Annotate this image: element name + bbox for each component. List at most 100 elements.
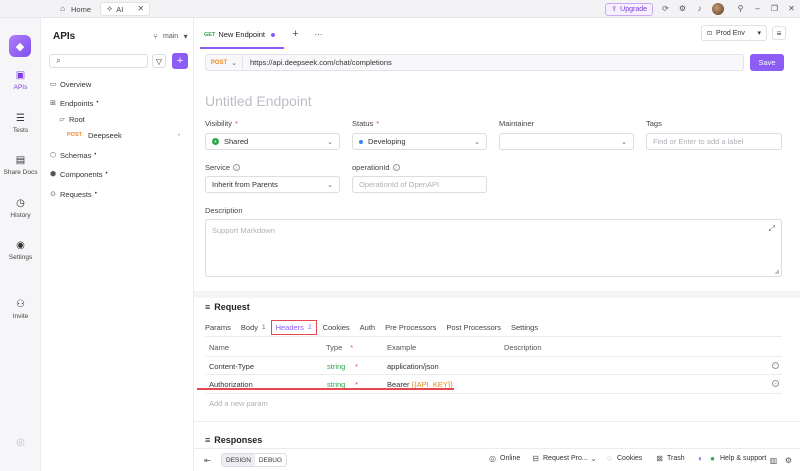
url-bar[interactable]: POST ⌄ https://api.deepseek.com/chat/com… [205, 54, 744, 71]
section-icon: ≡ [205, 435, 211, 445]
settings-cog-icon[interactable]: ⚙ [784, 455, 793, 465]
ai-icon: ⟡ [107, 4, 113, 13]
minimize-icon[interactable]: – [755, 4, 760, 13]
tags-label: Tags [646, 119, 662, 128]
visibility-select[interactable]: + Shared ⌄ [205, 133, 340, 150]
status-label: Status * [352, 119, 380, 128]
table-row[interactable]: Content-Type string * application/json – [205, 357, 782, 375]
tab-settings[interactable]: Settings [511, 323, 539, 332]
collapse-sidebar-icon[interactable]: ⇤ [204, 455, 211, 465]
close-icon[interactable]: ✕ [137, 4, 145, 13]
more-dot-icon[interactable]: • [178, 133, 181, 139]
sidebar-item-root[interactable]: ▱ Root [59, 114, 85, 124]
debug-mode-button[interactable]: DEBUG [258, 456, 283, 464]
remove-row-icon[interactable]: – [772, 361, 779, 369]
section-divider [194, 291, 800, 298]
bell-icon[interactable]: ♪ [697, 4, 702, 13]
avatar[interactable] [712, 3, 724, 15]
environment-select[interactable]: ⊡ Prod Env ▾ [701, 25, 767, 41]
cookies-button[interactable]: ◌ Cookies [605, 454, 642, 463]
mode-toggle[interactable]: DESIGN DEBUG [221, 453, 288, 467]
sidebar-item-requests[interactable]: ⊙ Requests • [50, 189, 97, 199]
upgrade-button[interactable]: ⇪ Upgrade [605, 2, 653, 16]
resize-handle-icon[interactable]: ◢ [774, 269, 779, 275]
add-param-row[interactable]: Add a new param [209, 398, 268, 408]
sidebar-search-input[interactable]: ⌕ [49, 54, 148, 68]
help-icon: ◎ [16, 436, 25, 448]
ai-tab[interactable]: ⟡ AI ✕ [100, 2, 150, 16]
pin-icon[interactable]: ⚲ [737, 4, 744, 13]
maximize-icon[interactable]: ❐ [770, 4, 779, 13]
required-mark[interactable]: * [355, 361, 358, 371]
sidebar-item-components[interactable]: ⬢ Components • [49, 169, 108, 179]
tab-pre-processors[interactable]: Pre Processors [385, 323, 437, 332]
gear-icon[interactable]: ⚙ [678, 4, 687, 13]
description-textarea[interactable]: Support Markdown ⤢ ◢ [205, 219, 782, 277]
type-column-header: Type * [326, 343, 354, 352]
info-icon[interactable]: i [392, 164, 400, 171]
overview-icon: ▭ [49, 80, 57, 88]
plus-icon: + [176, 55, 184, 67]
maintainer-select[interactable]: ⌄ [499, 133, 634, 150]
sidebar-item-endpoints[interactable]: ⊞ Endpoints • [50, 98, 99, 108]
table-header-row: Name Type * Example Description [205, 338, 782, 357]
endpoints-icon: ⊞ [50, 99, 56, 107]
visibility-label: Visibility * [205, 119, 238, 128]
operation-id-input[interactable]: OperationId of OpenAPI [352, 176, 487, 193]
request-proxy-select[interactable]: ⊟ Request Pro... ⌄ [532, 453, 597, 463]
info-icon[interactable]: i [233, 164, 241, 171]
method-select[interactable]: POST ⌄ [206, 55, 243, 70]
rail-item-invite[interactable]: ⚇ Invite [12, 298, 29, 320]
trash-button[interactable]: ⊠ Trash [656, 453, 685, 463]
example-cell[interactable]: Bearer {{API_KEY}} [387, 380, 453, 389]
layout-icon[interactable]: ▥ [769, 455, 778, 465]
responses-section-title: ≡ Responses [205, 435, 263, 445]
more-icon[interactable]: ⋯ [314, 29, 323, 39]
sidebar-item-schemas[interactable]: ⬡ Schemas • [49, 150, 97, 160]
expand-icon[interactable]: ⤢ [768, 224, 775, 233]
design-mode-button[interactable]: DESIGN [222, 454, 255, 466]
refresh-icon[interactable]: ⟳ [662, 4, 669, 13]
tab-body[interactable]: Body 1 [240, 323, 266, 332]
tab-post-processors[interactable]: Post Processors [446, 323, 501, 332]
chevron-down-icon: ▾ [183, 31, 188, 41]
endpoint-name-input[interactable]: Untitled Endpoint [205, 93, 312, 109]
chevron-down-icon: ⌄ [474, 139, 480, 146]
rail-item-share-docs[interactable]: ▤ Share Docs [3, 154, 38, 176]
add-button[interactable]: + [172, 53, 188, 69]
window-close-icon[interactable]: ✕ [788, 4, 795, 13]
tab-params[interactable]: Params [205, 323, 231, 332]
chevron-down-icon: ⌄ [327, 139, 333, 146]
tab-headers[interactable]: Headers 2 [270, 320, 317, 335]
sidebar-item-deepseek[interactable]: POST Deepseek [67, 130, 122, 140]
branch-selector[interactable]: ⑂ main ▾ [151, 32, 190, 41]
tags-input[interactable]: Find or Enter to add a label [646, 133, 782, 150]
sidebar-item-overview[interactable]: ▭ Overview [49, 79, 92, 89]
rail-item-tests[interactable]: ☰ Tests [12, 112, 29, 134]
home-tab[interactable]: ⌂ Home [52, 2, 97, 16]
url-input[interactable]: https://api.deepseek.com/chat/completion… [250, 58, 392, 67]
required-mark[interactable]: * [355, 380, 358, 389]
filter-button[interactable]: ▽ [152, 54, 166, 68]
endpoint-tab[interactable]: GET New Endpoint [204, 30, 276, 39]
service-select[interactable]: Inherit from Parents ⌄ [205, 176, 340, 193]
example-cell[interactable]: application/json [387, 361, 439, 371]
rail-item-apis[interactable]: ▣ APIs [13, 69, 28, 91]
tab-auth[interactable]: Auth [359, 323, 376, 332]
tabs-divider [205, 336, 782, 337]
tests-icon: ☰ [16, 112, 25, 124]
save-button[interactable]: Save [750, 54, 784, 71]
shared-icon: + [212, 138, 219, 145]
online-status[interactable]: ◎ Online [489, 453, 521, 463]
remove-row-icon[interactable]: – [772, 380, 779, 387]
table-row[interactable]: Authorization string * Bearer {{API_KEY}… [205, 375, 782, 394]
help-support-button[interactable]: ◐ ● Help & support [696, 454, 766, 463]
app-logo[interactable]: ◆ [9, 35, 31, 57]
new-tab-plus-icon[interactable]: + [292, 28, 299, 40]
rail-item-history[interactable]: ◷ History [10, 197, 31, 219]
status-select[interactable]: Developing ⌄ [352, 133, 487, 150]
tab-cookies[interactable]: Cookies [322, 323, 350, 332]
rail-item-settings[interactable]: ◉ Settings [8, 239, 33, 261]
rail-help[interactable]: ◎ [0, 437, 41, 448]
menu-button[interactable]: ≡ [772, 26, 786, 40]
